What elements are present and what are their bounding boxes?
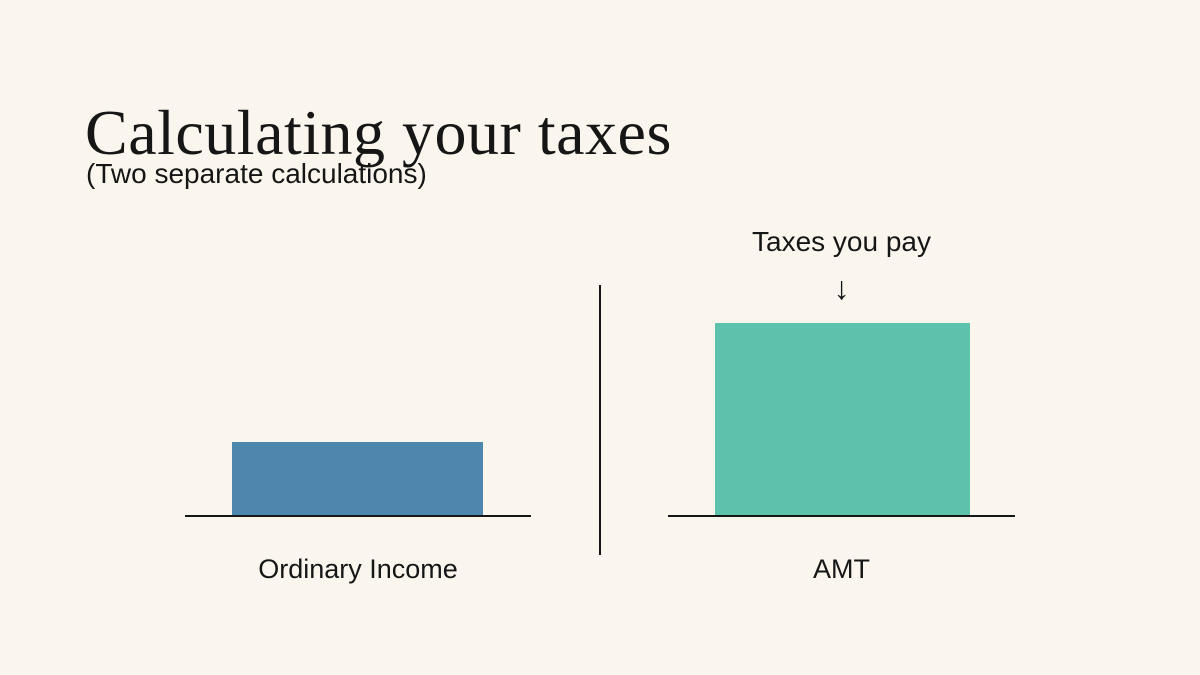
page-title: Calculating your taxes	[85, 96, 672, 168]
axis-line-right	[668, 515, 1015, 517]
category-label-amt: AMT	[813, 554, 870, 584]
taxes-you-pay-annotation: Taxes you pay	[752, 226, 931, 257]
panel-divider-line	[599, 285, 601, 555]
axis-line-left	[185, 515, 531, 517]
bar-amt	[715, 323, 970, 515]
page-subtitle: (Two separate calculations)	[86, 158, 427, 189]
bar-ordinary-income	[232, 442, 483, 515]
category-label-ordinary-income: Ordinary Income	[258, 554, 458, 584]
down-arrow-icon: ↓	[833, 270, 850, 306]
